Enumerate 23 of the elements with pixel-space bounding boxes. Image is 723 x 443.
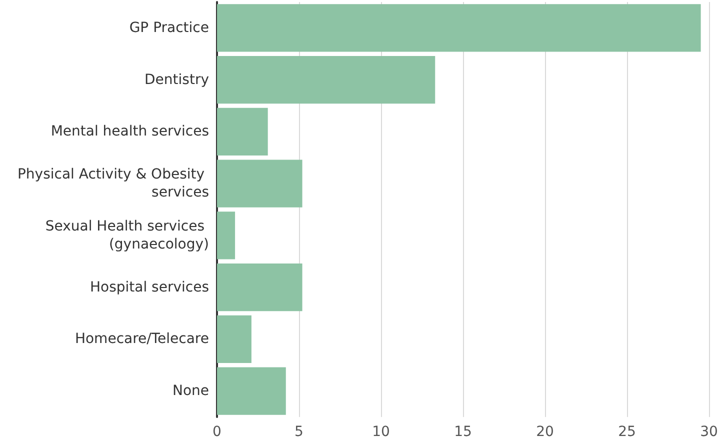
bar (217, 315, 252, 364)
bar (217, 367, 286, 415)
y-tick-label: Hospital services (90, 279, 209, 296)
x-tick-label: 30 (700, 424, 718, 440)
y-tick-label: Dentistry (144, 72, 209, 88)
x-tick-label: 15 (454, 424, 472, 440)
bar (217, 108, 268, 156)
x-tick-label: 5 (294, 424, 304, 440)
y-tick-label: Physical Activity & Obesity services (17, 166, 209, 201)
y-tick-label: GP Practice (129, 20, 209, 36)
bar (217, 56, 436, 104)
bar (217, 160, 302, 208)
x-tick-label: 20 (536, 424, 554, 440)
y-tick-label: Mental health services (50, 124, 209, 140)
bar (217, 212, 236, 260)
x-tick-label: 0 (212, 424, 222, 440)
x-tick-label: 25 (618, 424, 636, 440)
y-tick-label: None (172, 383, 209, 400)
y-tick-label: Sexual Health services (gynaecology) (45, 218, 209, 252)
bar (217, 4, 701, 52)
bar (217, 263, 302, 312)
x-tick-label: 10 (372, 424, 390, 440)
y-tick-label: Homecare/Telecare (74, 331, 209, 348)
